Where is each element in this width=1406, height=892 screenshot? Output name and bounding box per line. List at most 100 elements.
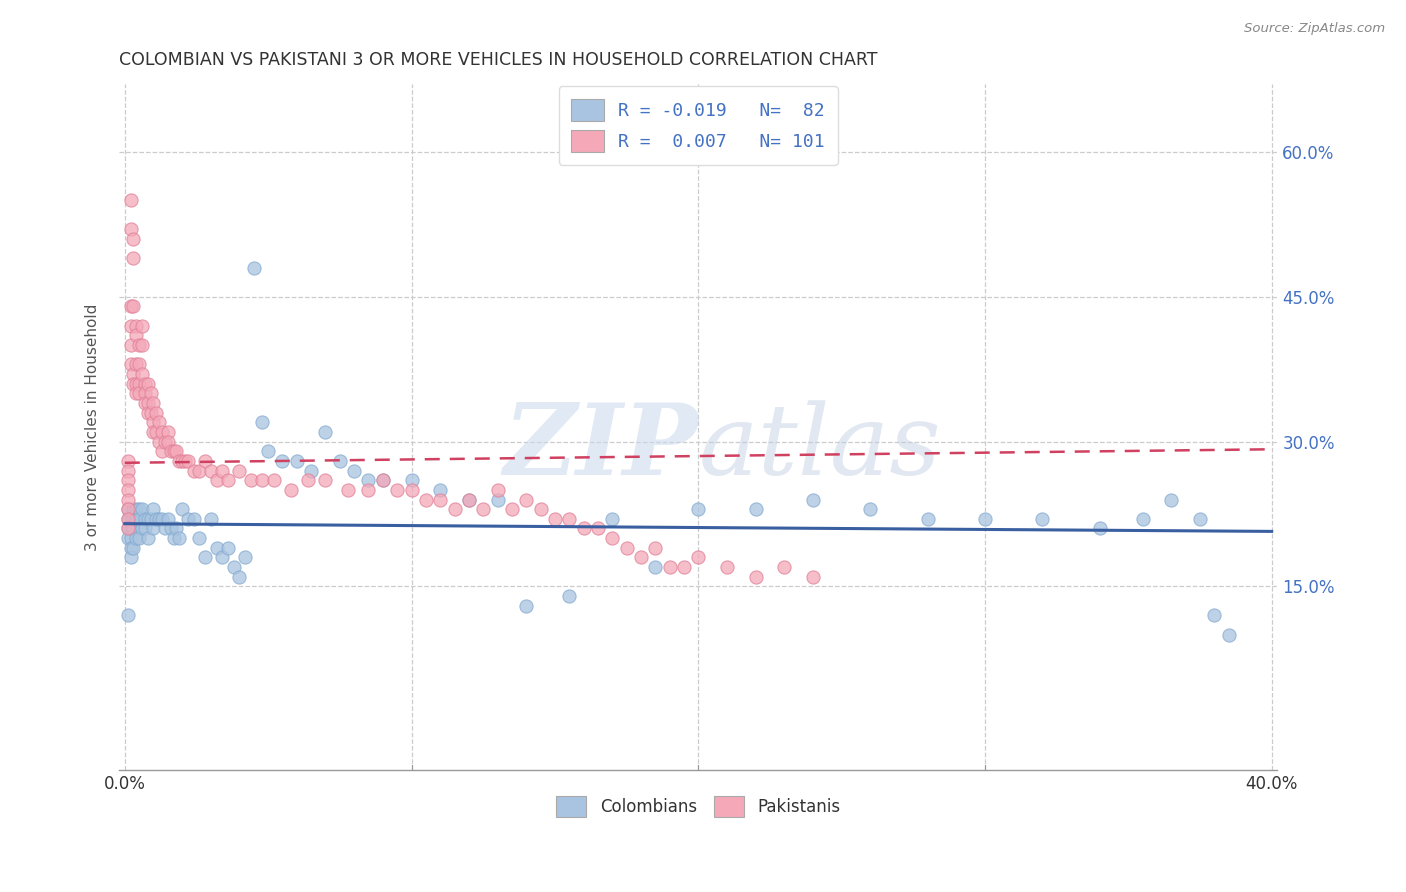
- Point: [148, 434, 170, 449]
- Point: [1160, 492, 1182, 507]
- Point: [134, 396, 156, 410]
- Point: [120, 299, 142, 313]
- Point: [128, 338, 150, 352]
- Point: [177, 512, 200, 526]
- Point: [1204, 608, 1226, 623]
- Point: [125, 357, 148, 371]
- Point: [371, 473, 394, 487]
- Y-axis label: 3 or more Vehicles in Household: 3 or more Vehicles in Household: [86, 303, 100, 550]
- Point: [120, 541, 142, 555]
- Point: [122, 502, 145, 516]
- Point: [177, 454, 200, 468]
- Point: [211, 550, 233, 565]
- Point: [139, 406, 162, 420]
- Point: [211, 464, 233, 478]
- Point: [271, 454, 294, 468]
- Point: [117, 454, 139, 468]
- Point: [544, 512, 567, 526]
- Point: [131, 318, 153, 333]
- Point: [917, 512, 939, 526]
- Point: [572, 521, 595, 535]
- Point: [148, 415, 170, 429]
- Point: [385, 483, 408, 497]
- Point: [117, 502, 139, 516]
- Point: [165, 521, 187, 535]
- Point: [136, 406, 159, 420]
- Point: [217, 473, 239, 487]
- Point: [263, 473, 285, 487]
- Point: [672, 560, 695, 574]
- Point: [117, 521, 139, 535]
- Point: [128, 386, 150, 401]
- Point: [429, 483, 451, 497]
- Point: [128, 502, 150, 516]
- Point: [134, 376, 156, 391]
- Point: [125, 328, 148, 343]
- Point: [744, 502, 766, 516]
- Point: [117, 512, 139, 526]
- Point: [131, 502, 153, 516]
- Point: [529, 502, 551, 516]
- Point: [125, 376, 148, 391]
- Point: [337, 483, 360, 497]
- Point: [145, 512, 167, 526]
- Point: [142, 502, 165, 516]
- Point: [299, 464, 322, 478]
- Point: [252, 415, 274, 429]
- Point: [167, 454, 190, 468]
- Point: [194, 454, 217, 468]
- Point: [297, 473, 319, 487]
- Point: [145, 406, 167, 420]
- Point: [200, 512, 222, 526]
- Point: [401, 483, 423, 497]
- Point: [172, 454, 194, 468]
- Point: [125, 512, 148, 526]
- Text: atlas: atlas: [699, 400, 941, 495]
- Point: [165, 444, 187, 458]
- Point: [486, 483, 509, 497]
- Text: ZIP: ZIP: [503, 400, 699, 496]
- Point: [159, 521, 181, 535]
- Point: [716, 560, 738, 574]
- Point: [120, 357, 142, 371]
- Point: [515, 492, 537, 507]
- Point: [188, 464, 211, 478]
- Point: [142, 396, 165, 410]
- Point: [200, 464, 222, 478]
- Point: [131, 521, 153, 535]
- Point: [159, 444, 181, 458]
- Point: [205, 473, 228, 487]
- Point: [120, 193, 142, 207]
- Point: [117, 464, 139, 478]
- Point: [142, 415, 165, 429]
- Point: [125, 531, 148, 545]
- Point: [150, 512, 173, 526]
- Point: [257, 444, 280, 458]
- Point: [239, 473, 262, 487]
- Point: [1031, 512, 1053, 526]
- Point: [145, 425, 167, 439]
- Point: [134, 386, 156, 401]
- Point: [117, 608, 139, 623]
- Text: COLOMBIAN VS PAKISTANI 3 OR MORE VEHICLES IN HOUSEHOLD CORRELATION CHART: COLOMBIAN VS PAKISTANI 3 OR MORE VEHICLE…: [120, 51, 877, 69]
- Point: [162, 444, 184, 458]
- Point: [128, 357, 150, 371]
- Point: [228, 570, 250, 584]
- Point: [139, 386, 162, 401]
- Point: [801, 492, 824, 507]
- Point: [150, 444, 173, 458]
- Point: [472, 502, 495, 516]
- Point: [558, 512, 581, 526]
- Point: [205, 541, 228, 555]
- Point: [174, 454, 197, 468]
- Point: [280, 483, 302, 497]
- Point: [142, 521, 165, 535]
- Point: [285, 454, 308, 468]
- Point: [357, 483, 380, 497]
- Point: [688, 550, 710, 565]
- Point: [167, 531, 190, 545]
- Point: [120, 531, 142, 545]
- Point: [401, 473, 423, 487]
- Point: [117, 502, 139, 516]
- Point: [233, 550, 256, 565]
